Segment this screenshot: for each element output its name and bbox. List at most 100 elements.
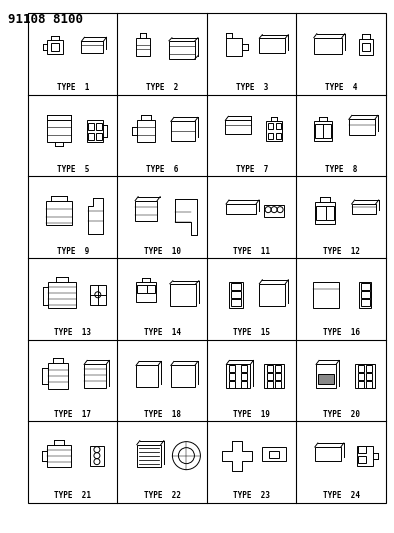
Bar <box>357 446 374 466</box>
Bar <box>316 206 326 220</box>
Bar <box>169 41 195 59</box>
Text: TYPE  16: TYPE 16 <box>323 328 360 337</box>
Bar <box>136 366 158 387</box>
Bar <box>315 202 335 224</box>
Text: TYPE  6: TYPE 6 <box>146 165 178 174</box>
Text: TYPE  11: TYPE 11 <box>233 246 270 255</box>
Text: TYPE  5: TYPE 5 <box>57 165 89 174</box>
Text: TYPE  20: TYPE 20 <box>323 410 360 419</box>
Bar <box>171 122 195 141</box>
Bar <box>275 373 281 380</box>
Bar <box>137 445 161 466</box>
Text: TYPE  21: TYPE 21 <box>54 491 91 500</box>
Bar <box>229 381 235 388</box>
Text: TYPE  12: TYPE 12 <box>323 246 360 255</box>
Bar <box>275 381 281 388</box>
Bar <box>267 381 273 388</box>
Text: TYPE  15: TYPE 15 <box>233 328 270 337</box>
Text: TYPE  2: TYPE 2 <box>146 83 178 92</box>
Bar <box>47 120 71 142</box>
Bar <box>359 446 366 453</box>
Bar <box>90 446 104 466</box>
Text: TYPE  9: TYPE 9 <box>57 246 89 255</box>
Bar <box>230 299 241 306</box>
Text: TYPE  8: TYPE 8 <box>325 165 357 174</box>
Bar <box>266 122 282 141</box>
Bar <box>135 200 157 221</box>
Bar <box>267 373 273 380</box>
Bar <box>46 201 72 225</box>
Text: TYPE  22: TYPE 22 <box>144 491 181 500</box>
Bar <box>269 450 279 457</box>
Bar <box>170 284 196 306</box>
Bar <box>264 365 284 389</box>
Bar <box>318 374 334 384</box>
Bar <box>268 124 273 130</box>
Bar <box>48 364 67 390</box>
Text: TYPE  4: TYPE 4 <box>325 83 357 92</box>
Bar <box>259 38 285 53</box>
Bar <box>137 120 155 142</box>
Text: 91108 8100: 91108 8100 <box>8 13 83 26</box>
Bar <box>90 285 106 305</box>
Bar <box>267 365 273 372</box>
Bar <box>137 285 147 293</box>
Bar <box>357 365 364 372</box>
Text: TYPE  23: TYPE 23 <box>233 491 270 500</box>
Bar <box>314 122 333 141</box>
Bar <box>229 365 235 372</box>
Bar <box>264 205 284 216</box>
Text: TYPE  3: TYPE 3 <box>236 83 268 92</box>
Text: TYPE  17: TYPE 17 <box>54 410 91 419</box>
Bar <box>147 285 155 293</box>
Text: TYPE  19: TYPE 19 <box>233 410 270 419</box>
Bar <box>225 120 251 134</box>
Bar <box>241 373 247 380</box>
Bar <box>359 39 373 55</box>
Bar <box>226 365 250 389</box>
Bar <box>276 133 281 140</box>
Bar <box>357 373 364 380</box>
Bar <box>259 284 285 306</box>
Bar <box>230 283 241 290</box>
Bar <box>88 133 94 140</box>
Bar <box>275 365 281 372</box>
Bar <box>314 38 342 54</box>
Bar <box>359 282 372 308</box>
Bar <box>351 204 375 214</box>
Bar <box>315 447 341 461</box>
Bar <box>313 282 339 308</box>
Bar <box>47 445 71 466</box>
Bar <box>51 43 59 51</box>
Bar <box>88 123 94 130</box>
Text: TYPE  18: TYPE 18 <box>144 410 181 419</box>
Bar <box>262 447 286 461</box>
Text: TYPE  10: TYPE 10 <box>144 246 181 255</box>
Bar <box>361 299 370 306</box>
Bar <box>241 365 247 372</box>
Bar <box>326 206 334 220</box>
Bar <box>226 38 242 56</box>
Bar <box>84 365 106 389</box>
Text: TYPE  7: TYPE 7 <box>236 165 268 174</box>
Bar <box>366 365 372 372</box>
Bar <box>366 373 372 380</box>
Bar <box>171 366 195 387</box>
Bar <box>96 133 102 140</box>
Text: TYPE  1: TYPE 1 <box>57 83 89 92</box>
Bar <box>362 43 370 51</box>
Text: TYPE  14: TYPE 14 <box>144 328 181 337</box>
Bar <box>276 124 281 130</box>
Bar <box>96 123 102 130</box>
Bar <box>136 38 150 56</box>
Bar <box>229 282 243 308</box>
Text: TYPE  24: TYPE 24 <box>323 491 360 500</box>
Bar <box>226 204 256 214</box>
Bar <box>47 41 63 54</box>
Bar <box>355 365 375 389</box>
Bar <box>366 381 372 388</box>
Bar <box>268 133 273 140</box>
Bar <box>229 373 235 380</box>
Bar <box>241 381 247 388</box>
Bar <box>315 124 323 139</box>
